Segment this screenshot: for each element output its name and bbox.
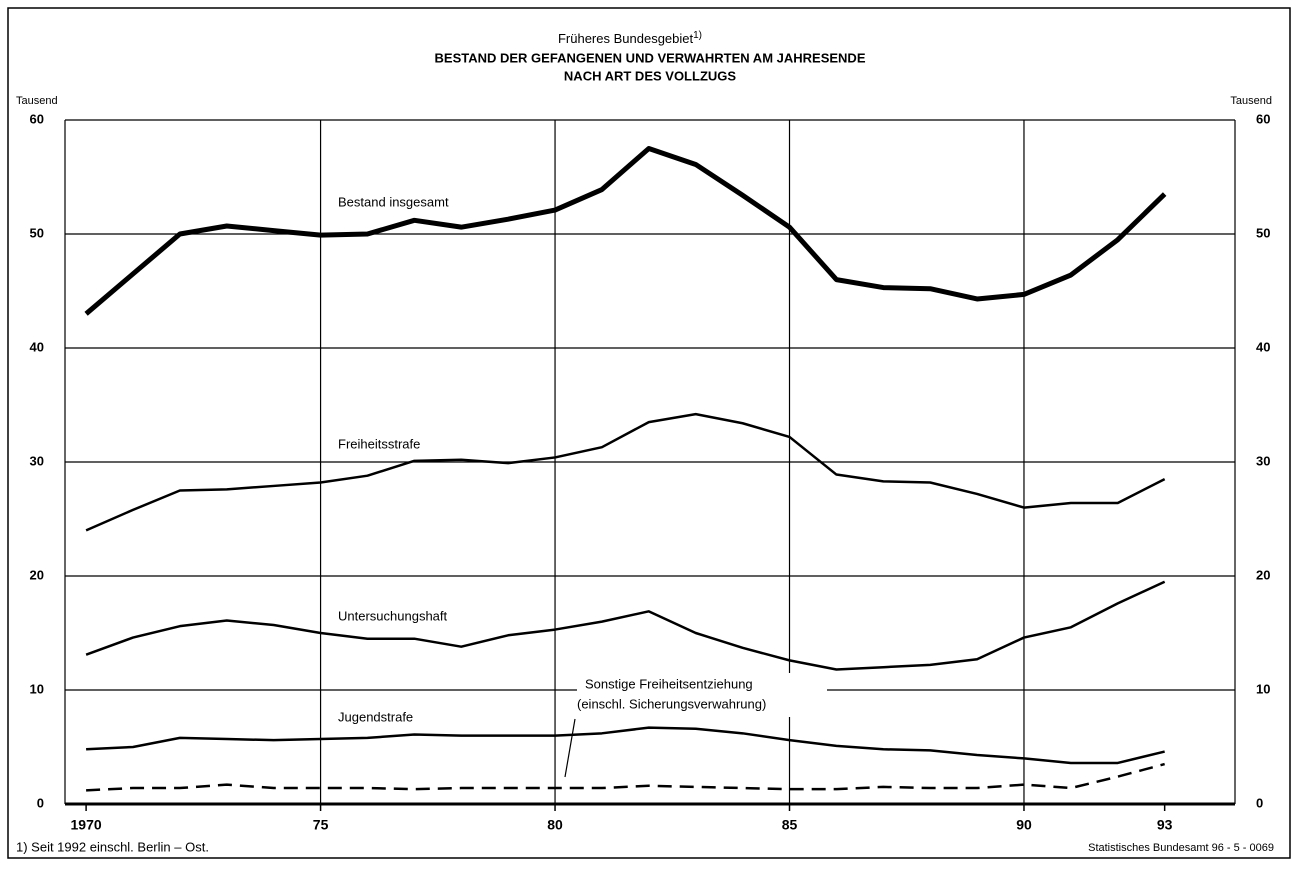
- y2-tick-label: 30: [1256, 453, 1270, 468]
- x-tick-label: 93: [1157, 817, 1173, 833]
- y-tick-label: 40: [30, 339, 44, 354]
- y2-tick-label: 60: [1256, 111, 1270, 126]
- series-line: [86, 726, 1165, 765]
- series-label: Untersuchungshaft: [338, 608, 448, 623]
- y2-axis-label: Tausend: [1230, 95, 1272, 107]
- x-tick-label: 85: [782, 817, 798, 833]
- x-tick-label: 90: [1016, 817, 1032, 833]
- note-ref: 1): [693, 30, 702, 41]
- y-tick-label: 20: [30, 567, 44, 582]
- chart-title: BESTAND DER GEFANGENEN UND VERWAHRTEN AM…: [435, 50, 866, 65]
- y2-tick-label: 40: [1256, 339, 1270, 354]
- y-axis-label: Tausend: [16, 95, 58, 107]
- y2-tick-label: 20: [1256, 567, 1270, 582]
- series-line: [86, 762, 1165, 792]
- y-tick-label: 50: [30, 225, 44, 240]
- y-tick-label: 0: [37, 795, 44, 810]
- label-bg: [577, 673, 827, 717]
- label-pointer: [564, 718, 576, 778]
- series-line: [85, 580, 1166, 671]
- y-tick-label: 60: [30, 111, 44, 126]
- series-label-detail: (einschl. Sicherungsverwahrung): [577, 696, 766, 711]
- x-tick-label: 80: [547, 817, 563, 833]
- y2-tick-label: 50: [1256, 225, 1270, 240]
- series-line: [84, 146, 1167, 316]
- series-line: [85, 412, 1166, 532]
- y2-tick-label: 0: [1256, 795, 1263, 810]
- series-label: Freiheitsstrafe: [338, 436, 420, 451]
- pretitle: Früheres Bundesgebiet: [558, 31, 694, 46]
- frame: [7, 7, 1291, 859]
- series-label: Bestand insgesamt: [338, 194, 449, 209]
- footnote: 1) Seit 1992 einschl. Berlin – Ost.: [16, 839, 209, 854]
- chart-pretitle: Früheres Bundesgebiet1): [558, 30, 702, 47]
- y-tick-label: 10: [30, 681, 44, 696]
- x-tick-label: 1970: [71, 817, 102, 833]
- y2-tick-label: 10: [1256, 681, 1270, 696]
- x-tick-label: 75: [313, 817, 329, 833]
- chart-title: NACH ART DES VOLLZUGS: [564, 68, 736, 83]
- y-tick-label: 30: [30, 453, 44, 468]
- series-label: Jugendstrafe: [338, 709, 413, 724]
- source: Statistisches Bundesamt 96 - 5 - 0069: [1088, 842, 1274, 854]
- series-label: Sonstige Freiheitsentziehung: [585, 676, 753, 691]
